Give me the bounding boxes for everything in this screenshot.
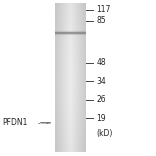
Text: 26: 26 [97, 95, 106, 104]
Text: PFDN1: PFDN1 [2, 118, 28, 127]
Text: (kD): (kD) [97, 129, 113, 138]
Text: - -: - - [37, 120, 50, 126]
Text: 19: 19 [97, 114, 106, 123]
Text: 34: 34 [97, 77, 106, 86]
Text: 117: 117 [97, 5, 111, 15]
Text: 85: 85 [97, 16, 106, 25]
Text: 48: 48 [97, 58, 106, 67]
